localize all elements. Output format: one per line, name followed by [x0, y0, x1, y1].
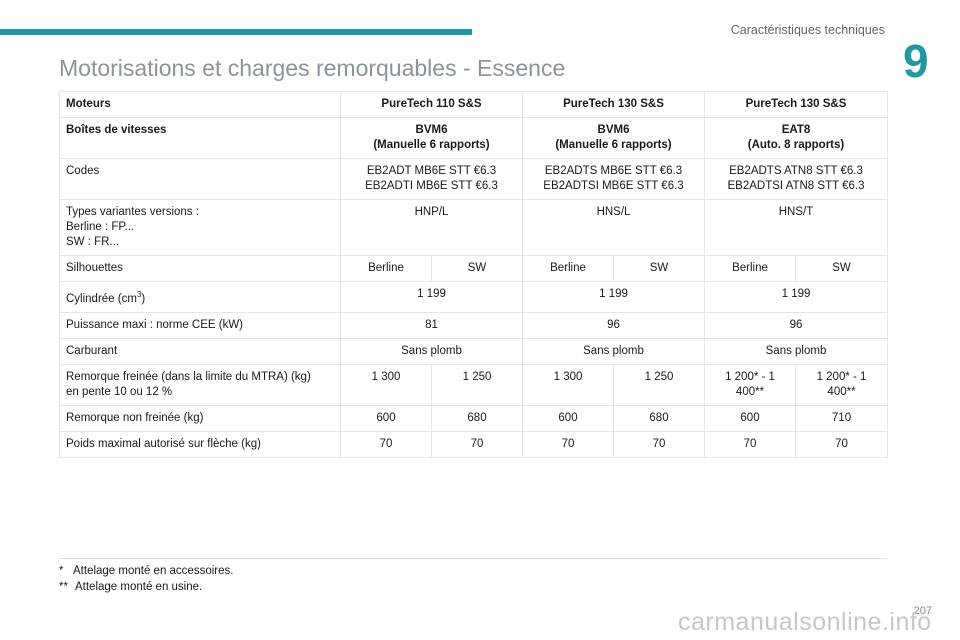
table-row-moteurs: Moteurs PureTech 110 S&S PureTech 130 S&…: [59, 91, 888, 118]
row-label: Boîtes de vitesses: [59, 117, 341, 159]
table-row-puissance: Puissance maxi : norme CEE (kW) 81 96 96: [59, 311, 888, 339]
table-cell: 70: [704, 430, 796, 458]
row-label: Remorque freinée (dans la limite du MTRA…: [59, 363, 341, 406]
table-cell: 680: [431, 404, 523, 432]
section-title: Caractéristiques techniques: [730, 23, 885, 37]
table-cell: Berline: [522, 255, 614, 282]
table-cell: 1 250: [431, 363, 523, 406]
page-number: 207: [913, 605, 932, 617]
table-cell: BVM6 (Manuelle 6 rapports): [522, 117, 705, 159]
table-cell: 1 199: [704, 281, 888, 313]
table-cell: 680: [613, 404, 705, 432]
table-cell: 1 250: [613, 363, 705, 406]
table-cell: PureTech 130 S&S: [522, 91, 705, 118]
row-label: Types variantes versions : Berline : FP..…: [59, 199, 341, 256]
specifications-table: Moteurs PureTech 110 S&S PureTech 130 S&…: [59, 91, 888, 458]
table-cell: 96: [704, 311, 888, 339]
watermark: carmanualsonline.info: [678, 608, 932, 636]
table-cell: 70: [431, 430, 523, 458]
footnote-1: * Attelage monté en accessoires.: [59, 565, 233, 577]
table-row-remorque-non-freinee: Remorque non freinée (kg) 600 680 600 68…: [59, 404, 888, 432]
row-label: Puissance maxi : norme CEE (kW): [59, 311, 341, 339]
row-label: Poids maximal autorisé sur flèche (kg): [59, 430, 341, 458]
table-row-poids-fleche: Poids maximal autorisé sur flèche (kg) 7…: [59, 430, 888, 458]
table-cell: 70: [340, 430, 432, 458]
table-cell: SW: [613, 255, 705, 282]
table-cell: 1 199: [522, 281, 705, 313]
table-cell: 1 200* - 1 400**: [704, 363, 796, 406]
table-cell: 600: [704, 404, 796, 432]
table-row-remorque-freinee: Remorque freinée (dans la limite du MTRA…: [59, 363, 888, 406]
footnote-marker: *: [59, 565, 64, 577]
table-cell: Sans plomb: [704, 337, 888, 365]
row-label: Moteurs: [59, 91, 341, 118]
table-cell: EB2ADTS ATN8 STT €6.3 EB2ADTSI ATN8 STT €…: [704, 158, 888, 200]
table-cell: EB2ADT MB6E STT €6.3 EB2ADTI MB6E STT €6.…: [340, 158, 523, 200]
page-title: Motorisations et charges remorquables - …: [59, 55, 566, 81]
table-cell: Sans plomb: [522, 337, 705, 365]
table-cell: HNS/T: [704, 199, 888, 256]
chapter-number: 9: [903, 35, 929, 87]
table-cell: 96: [522, 311, 705, 339]
table-cell: 600: [522, 404, 614, 432]
table-cell: Sans plomb: [340, 337, 523, 365]
table-cell: PureTech 110 S&S: [340, 91, 523, 118]
table-cell: 81: [340, 311, 523, 339]
table-row-silhouettes: Silhouettes Berline SW Berline SW Berlin…: [59, 255, 888, 282]
table-row-boites: Boîtes de vitesses BVM6 (Manuelle 6 rappo…: [59, 117, 888, 159]
table-cell: 70: [795, 430, 888, 458]
footnote-text: Attelage monté en accessoires.: [73, 565, 234, 577]
table-cell: SW: [431, 255, 523, 282]
row-label: Carburant: [59, 337, 341, 365]
footnote-text: Attelage monté en usine.: [75, 581, 203, 593]
row-label: Codes: [59, 158, 341, 200]
table-cell: HNP/L: [340, 199, 523, 256]
footnote-divider: [59, 558, 887, 559]
table-cell: 600: [340, 404, 432, 432]
table-cell: EAT8 (Auto. 8 rapports): [704, 117, 888, 159]
footnote-2: ** Attelage monté en usine.: [59, 581, 202, 593]
table-row-codes: Codes EB2ADT MB6E STT €6.3 EB2ADTI MB6E S…: [59, 158, 888, 200]
table-cell: 1 300: [522, 363, 614, 406]
table-cell: Berline: [340, 255, 432, 282]
table-cell: 70: [522, 430, 614, 458]
table-cell: SW: [795, 255, 888, 282]
table-cell: PureTech 130 S&S: [704, 91, 888, 118]
row-label: Cylindrée (cm3): [59, 281, 341, 313]
footnote-marker: **: [59, 581, 68, 593]
row-label: Remorque non freinée (kg): [59, 404, 341, 432]
table-cell: Berline: [704, 255, 796, 282]
row-label: Silhouettes: [59, 255, 341, 282]
table-cell: 710: [795, 404, 888, 432]
table-cell: HNS/L: [522, 199, 705, 256]
table-cell: BVM6 (Manuelle 6 rapports): [340, 117, 523, 159]
table-cell: 70: [613, 430, 705, 458]
top-accent-bar: [0, 29, 472, 35]
table-cell: 1 199: [340, 281, 523, 313]
table-cell: 1 300: [340, 363, 432, 406]
table-row-types: Types variantes versions : Berline : FP..…: [59, 199, 888, 256]
table-row-cylindree: Cylindrée (cm3) 1 199 1 199 1 199: [59, 281, 888, 313]
table-row-carburant: Carburant Sans plomb Sans plomb Sans plo…: [59, 337, 888, 365]
table-cell: EB2ADTS MB6E STT €6.3 EB2ADTSI MB6E STT €…: [522, 158, 705, 200]
table-cell: 1 200* - 1 400**: [795, 363, 888, 406]
